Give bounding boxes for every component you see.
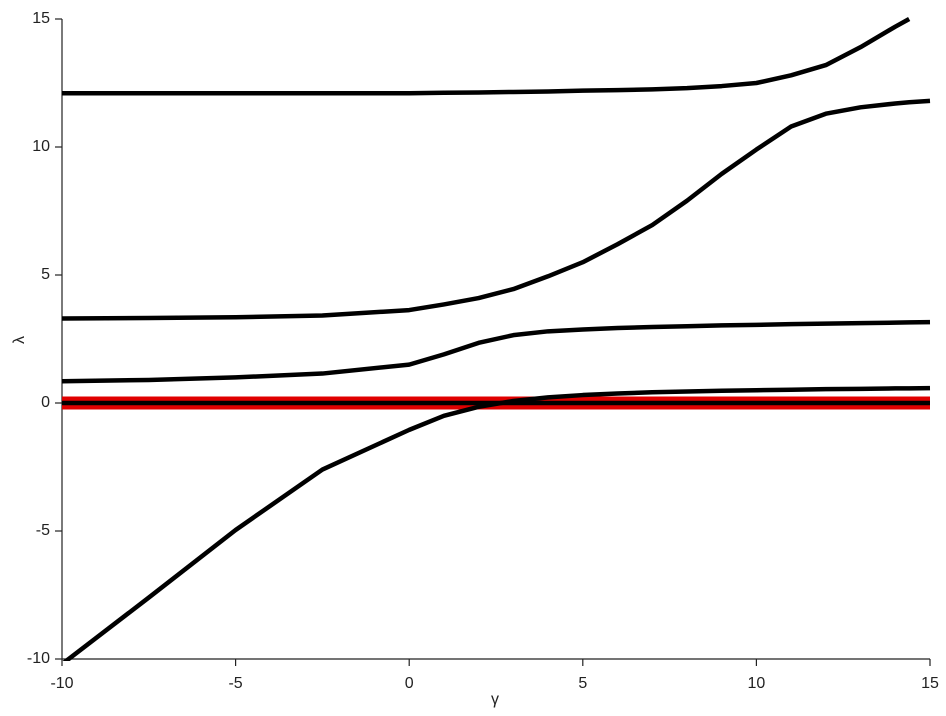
series-line [62, 98, 931, 321]
y-axis-label: λ [11, 336, 28, 344]
y-tick-label: -5 [36, 522, 50, 539]
y-tick-label: 15 [32, 10, 50, 27]
y-tick-label: -10 [27, 650, 50, 667]
y-tick-label: 0 [41, 394, 50, 411]
series-line [62, 385, 931, 661]
series-line [62, 17, 911, 96]
x-tick-label: 5 [578, 675, 587, 692]
series-line [62, 319, 931, 384]
y-tick-label: 10 [32, 138, 50, 155]
x-tick-label: 10 [748, 675, 766, 692]
x-tick-label: 15 [921, 675, 939, 692]
y-tick-label: 5 [41, 266, 50, 283]
x-axis-label: γ [491, 691, 499, 708]
x-tick-label: -10 [50, 675, 73, 692]
x-tick-label: -5 [228, 675, 242, 692]
x-tick-label: 0 [405, 675, 414, 692]
